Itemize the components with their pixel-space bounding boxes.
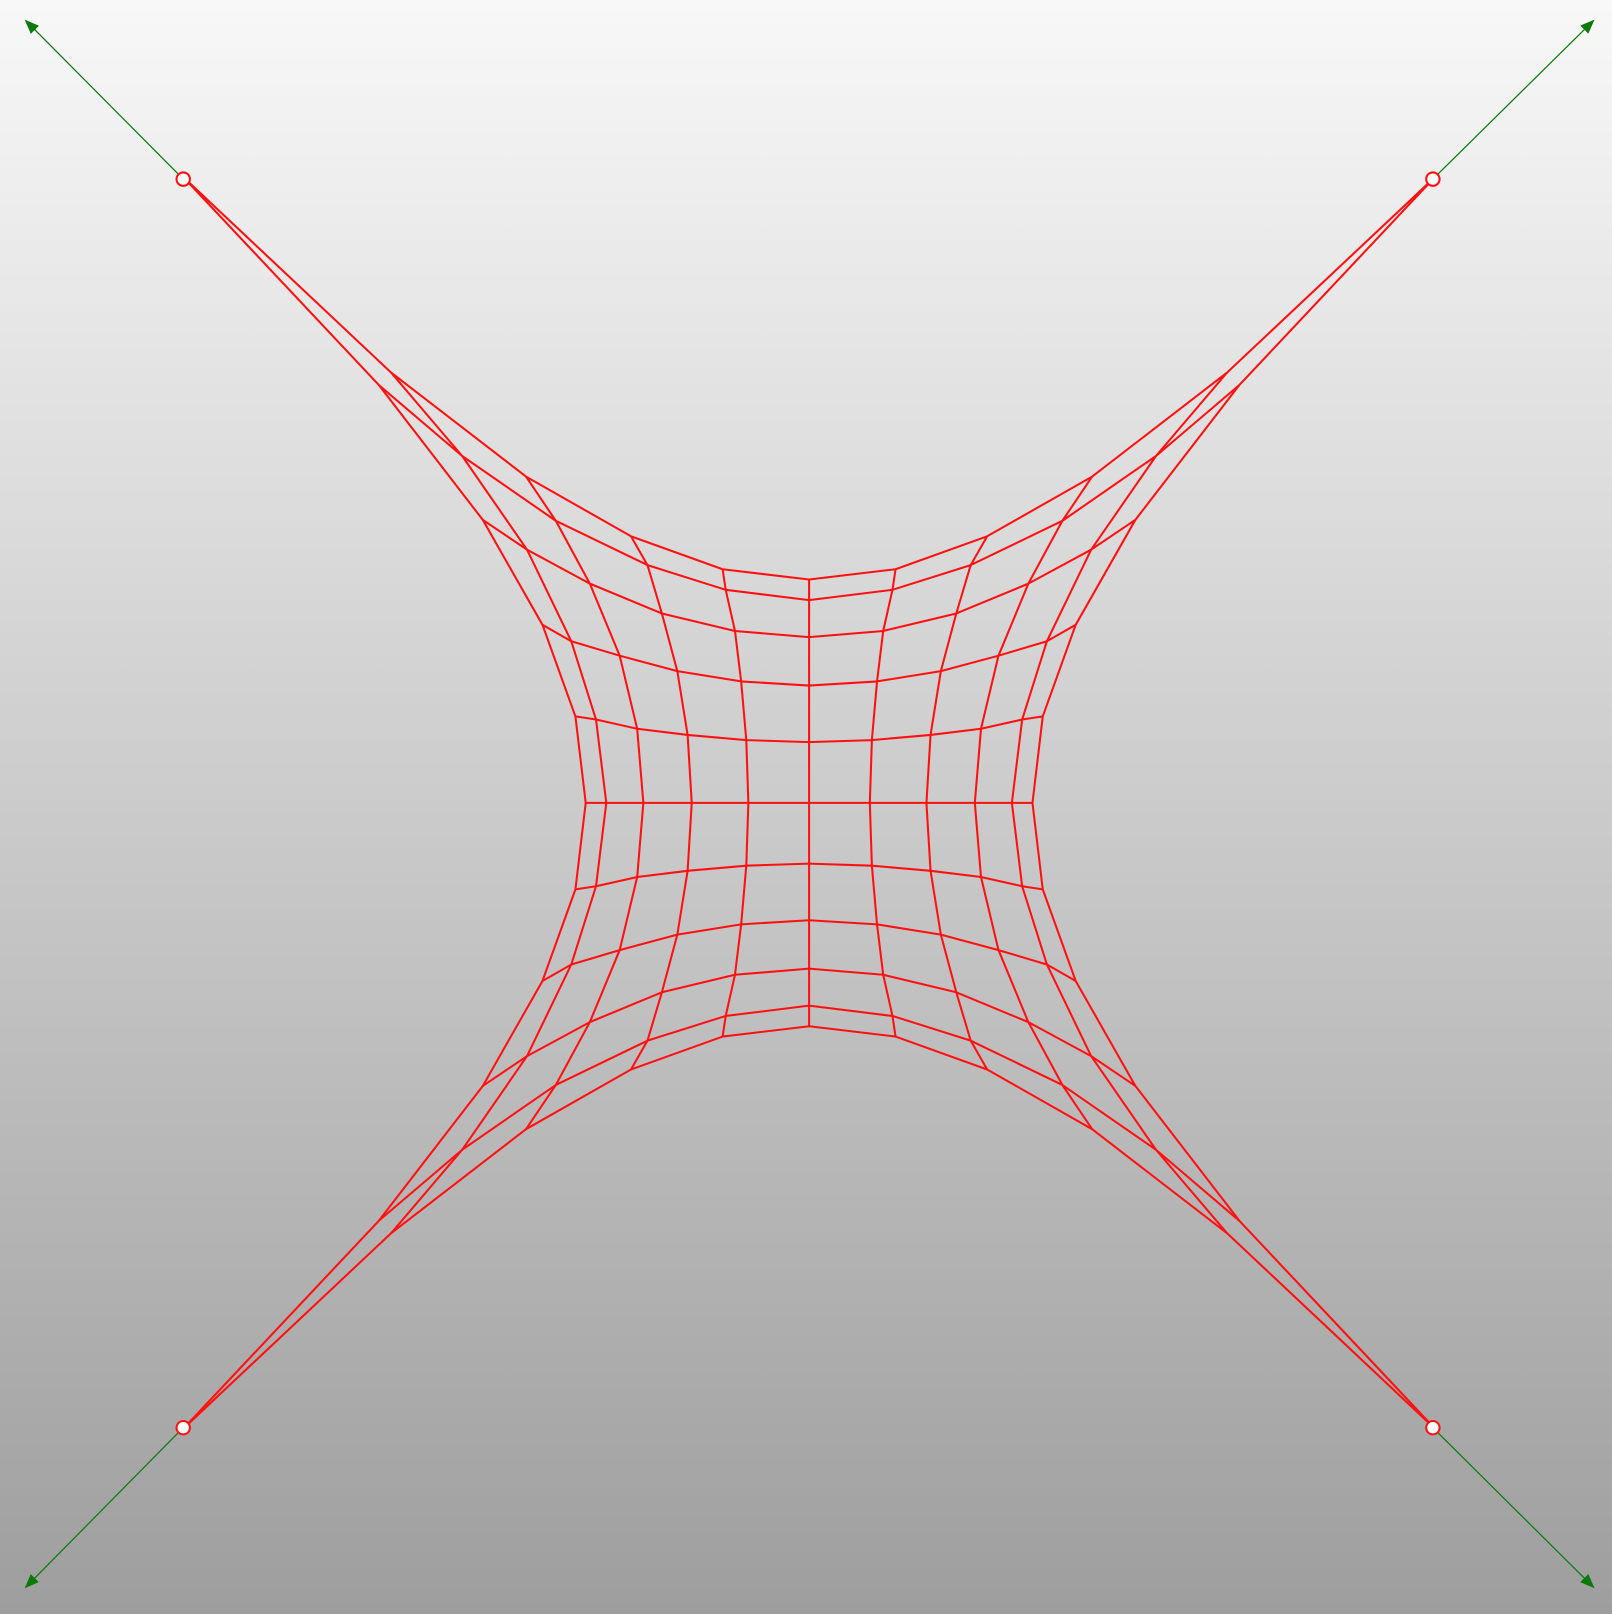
mesh-column xyxy=(973,476,1094,1130)
mesh-column xyxy=(721,569,750,1037)
corner-point[interactable] xyxy=(175,1419,191,1436)
mesh-column xyxy=(1031,176,1436,1430)
handle-arrow[interactable] xyxy=(1432,1427,1595,1589)
corner-points xyxy=(175,171,1441,1436)
mesh-column xyxy=(630,535,693,1070)
handle-arrow[interactable] xyxy=(1432,19,1595,180)
handles xyxy=(24,19,1595,1589)
handle-arrow[interactable] xyxy=(24,1427,184,1589)
mesh-row xyxy=(182,1025,1436,1430)
mesh-column xyxy=(1010,371,1228,1234)
corner-point[interactable] xyxy=(1425,171,1441,187)
mesh-column xyxy=(390,371,608,1234)
corner-point[interactable] xyxy=(1425,1419,1441,1436)
mesh-column xyxy=(925,535,989,1070)
mesh-column xyxy=(525,476,645,1130)
mesh xyxy=(182,176,1436,1430)
corner-point[interactable] xyxy=(175,171,191,187)
mesh-column xyxy=(868,569,897,1037)
handle-arrow[interactable] xyxy=(24,19,184,180)
mesh-column xyxy=(182,176,587,1430)
